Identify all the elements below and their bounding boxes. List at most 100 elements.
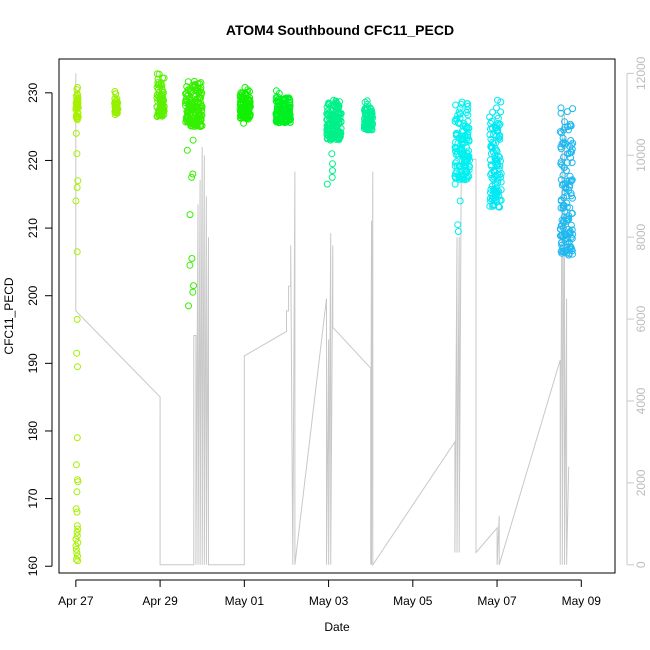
data-point: [330, 114, 338, 122]
data-point: [333, 99, 341, 107]
data-point: [286, 102, 294, 109]
data-point: [111, 88, 119, 95]
data-point: [457, 171, 465, 179]
data-point: [242, 104, 250, 112]
y-tick-label: 160: [26, 556, 40, 576]
data-point: [494, 96, 501, 104]
data-point: [455, 119, 462, 126]
data-point: [562, 231, 570, 239]
data-point: [153, 113, 161, 120]
data-point: [569, 250, 576, 258]
data-point: [246, 100, 254, 108]
data-point: [334, 115, 342, 123]
data-point: [323, 116, 331, 124]
data-point: [493, 122, 501, 130]
data-point: [73, 522, 81, 530]
data-point: [328, 133, 336, 141]
data-point: [456, 110, 464, 118]
data-point: [72, 461, 80, 469]
data-point: [153, 103, 161, 111]
data-point: [73, 150, 81, 158]
data-point: [74, 109, 82, 117]
data-point: [363, 100, 371, 108]
cfc11-points-series: [72, 70, 577, 565]
data-point: [190, 282, 197, 290]
data-point: [558, 140, 566, 148]
right-tick-label: 4000: [634, 387, 648, 414]
data-point: [74, 363, 81, 371]
index-line-series: [75, 73, 570, 567]
data-point: [73, 113, 81, 121]
data-point: [186, 211, 194, 219]
data-point: [568, 159, 576, 167]
plot-box: [58, 58, 616, 574]
y-axis: 160 170 180 190 200 210 220 230: [26, 82, 53, 576]
data-point: [73, 105, 81, 113]
x-tick-label: May 01: [225, 594, 265, 608]
right-tick-label: 2000: [634, 469, 648, 496]
data-point: [183, 90, 190, 98]
data-point: [197, 79, 205, 87]
data-point: [464, 133, 472, 141]
data-point: [286, 114, 294, 122]
data-point: [337, 125, 345, 132]
x-tick-label: May 09: [562, 594, 602, 608]
x-axis: Apr 27 Apr 29 May 01 May 03 May 05 May 07 May …: [58, 579, 602, 608]
data-point: [159, 100, 167, 108]
data-point: [559, 171, 567, 179]
y-tick-label: 220: [26, 150, 40, 170]
data-point: [361, 115, 368, 123]
data-point: [237, 111, 245, 119]
data-point: [497, 98, 505, 106]
data-point: [325, 101, 332, 109]
right-tick-label: 12000: [634, 56, 648, 90]
data-point: [328, 150, 336, 158]
data-point: [459, 122, 467, 130]
data-point: [153, 70, 161, 78]
data-point: [160, 96, 168, 104]
data-point: [464, 103, 472, 110]
data-point: [73, 434, 81, 442]
data-point: [497, 186, 505, 194]
data-point: [189, 288, 197, 296]
data-point: [74, 98, 81, 106]
data-point: [190, 91, 198, 99]
data-point: [463, 168, 471, 176]
data-point: [197, 116, 205, 124]
right-tick-label: 6000: [634, 305, 648, 332]
data-point: [324, 121, 332, 128]
data-point: [452, 132, 460, 139]
data-point: [189, 170, 197, 178]
data-point: [557, 232, 565, 240]
data-point: [563, 108, 571, 116]
data-point: [558, 249, 566, 257]
data-point: [272, 110, 280, 117]
data-point: [335, 104, 343, 112]
right-tick-label: 0: [634, 561, 648, 568]
data-point: [275, 108, 282, 115]
data-point: [159, 92, 167, 100]
data-point: [464, 173, 472, 181]
data-point: [186, 261, 194, 269]
data-point: [240, 119, 248, 127]
data-point: [556, 225, 564, 233]
data-point: [285, 109, 293, 117]
data-point: [73, 349, 81, 357]
data-point: [72, 545, 80, 553]
data-point: [74, 539, 82, 547]
data-point: [490, 176, 498, 184]
data-point: [73, 532, 81, 540]
data-point: [329, 167, 336, 175]
data-point: [459, 150, 467, 158]
data-point: [463, 100, 471, 108]
data-point: [497, 178, 505, 186]
data-point: [73, 508, 81, 516]
data-point: [368, 119, 376, 127]
right-axis: 0 2000 4000 6000 8000 10000 12000: [626, 56, 648, 568]
data-point: [196, 88, 203, 96]
data-point: [183, 146, 191, 154]
y-tick-label: 200: [26, 285, 40, 305]
data-point: [493, 158, 501, 166]
data-point: [558, 241, 566, 249]
data-point: [461, 157, 469, 165]
